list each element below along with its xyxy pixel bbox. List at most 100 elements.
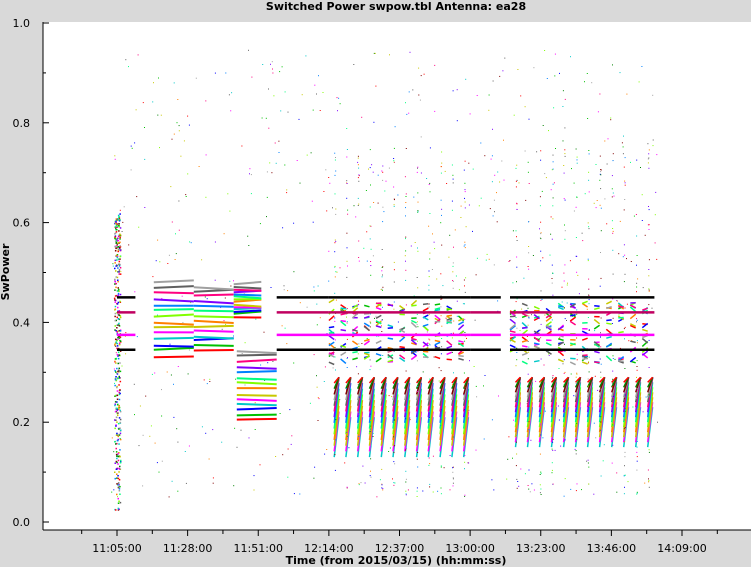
data-point bbox=[611, 462, 613, 464]
data-point bbox=[612, 273, 614, 275]
data-point bbox=[408, 112, 410, 114]
data-point bbox=[414, 242, 416, 243]
data-point bbox=[281, 66, 283, 68]
data-point bbox=[548, 130, 549, 132]
data-point bbox=[346, 316, 347, 318]
data-series-line bbox=[351, 304, 359, 310]
data-series-line bbox=[328, 353, 335, 358]
data-point bbox=[564, 224, 565, 226]
data-point bbox=[281, 325, 283, 327]
data-point bbox=[440, 199, 442, 201]
data-series-line bbox=[630, 340, 636, 344]
data-point bbox=[654, 242, 656, 244]
data-point bbox=[270, 287, 272, 288]
data-point bbox=[588, 406, 590, 408]
data-point bbox=[118, 500, 120, 502]
data-point bbox=[382, 385, 384, 387]
data-point bbox=[117, 287, 119, 289]
data-series-line bbox=[368, 376, 375, 384]
data-point bbox=[293, 362, 295, 364]
data-point bbox=[623, 474, 625, 476]
data-point bbox=[576, 423, 578, 424]
data-point bbox=[329, 182, 331, 184]
data-point bbox=[161, 415, 163, 417]
data-point bbox=[317, 397, 319, 399]
data-point bbox=[381, 170, 383, 172]
data-point bbox=[540, 299, 542, 301]
data-point bbox=[248, 245, 250, 246]
data-point bbox=[382, 286, 384, 288]
data-series-line bbox=[629, 356, 637, 363]
data-point bbox=[114, 477, 116, 480]
data-point bbox=[115, 319, 117, 322]
data-point bbox=[388, 167, 390, 169]
data-point bbox=[344, 462, 346, 464]
data-point bbox=[195, 77, 197, 79]
data-point bbox=[117, 463, 119, 465]
data-point bbox=[529, 491, 531, 493]
data-series-line bbox=[399, 336, 406, 343]
reference-lines bbox=[117, 296, 655, 352]
data-point bbox=[624, 456, 626, 458]
data-point bbox=[241, 353, 243, 354]
data-point bbox=[118, 246, 121, 249]
data-point bbox=[346, 367, 348, 368]
data-point bbox=[161, 460, 163, 462]
data-point bbox=[117, 279, 119, 281]
data-point bbox=[434, 110, 436, 112]
data-point bbox=[369, 437, 371, 439]
data-point bbox=[117, 507, 120, 510]
data-point bbox=[493, 199, 495, 201]
chart-title: Switched Power swpow.tbl Antenna: ea28 bbox=[266, 0, 526, 13]
data-point bbox=[544, 173, 546, 175]
data-series-line bbox=[605, 328, 613, 335]
data-point bbox=[376, 496, 378, 498]
data-series-line bbox=[629, 304, 637, 309]
data-point bbox=[452, 422, 454, 424]
data-point bbox=[552, 441, 554, 443]
data-point bbox=[597, 389, 599, 391]
data-point bbox=[190, 242, 192, 244]
data-point bbox=[428, 184, 430, 185]
data-point bbox=[417, 386, 419, 387]
data-point bbox=[416, 496, 418, 497]
data-series-line bbox=[328, 315, 335, 322]
data-series-line bbox=[458, 355, 464, 358]
data-point bbox=[633, 215, 635, 217]
data-point bbox=[121, 231, 123, 232]
data-point bbox=[124, 335, 126, 337]
data-point bbox=[346, 486, 348, 488]
data-series-line bbox=[593, 318, 601, 325]
data-point bbox=[405, 448, 407, 450]
data-point bbox=[358, 260, 360, 262]
data-point bbox=[346, 308, 348, 309]
data-point bbox=[416, 360, 418, 362]
data-series-line bbox=[557, 341, 565, 347]
data-point bbox=[116, 432, 118, 435]
data-series-line bbox=[153, 285, 194, 289]
data-point bbox=[489, 208, 491, 210]
data-point bbox=[405, 238, 406, 240]
data-point bbox=[335, 419, 337, 421]
data-point bbox=[464, 247, 466, 249]
data-point bbox=[567, 282, 568, 284]
data-point bbox=[382, 221, 384, 223]
data-point bbox=[357, 205, 359, 206]
data-point bbox=[119, 336, 122, 338]
data-point bbox=[552, 154, 554, 156]
data-point bbox=[596, 200, 598, 201]
data-point bbox=[115, 408, 117, 410]
data-point bbox=[528, 246, 530, 247]
data-series-line bbox=[387, 353, 394, 360]
data-series-line bbox=[594, 307, 600, 311]
data-point bbox=[255, 318, 257, 320]
data-point bbox=[636, 441, 638, 442]
data-point bbox=[440, 391, 442, 393]
data-series-line bbox=[404, 376, 411, 384]
data-point bbox=[541, 190, 543, 192]
data-point bbox=[116, 316, 118, 319]
data-point bbox=[636, 319, 638, 321]
data-point bbox=[528, 429, 530, 431]
data-point bbox=[554, 53, 556, 55]
data-point bbox=[600, 277, 602, 279]
